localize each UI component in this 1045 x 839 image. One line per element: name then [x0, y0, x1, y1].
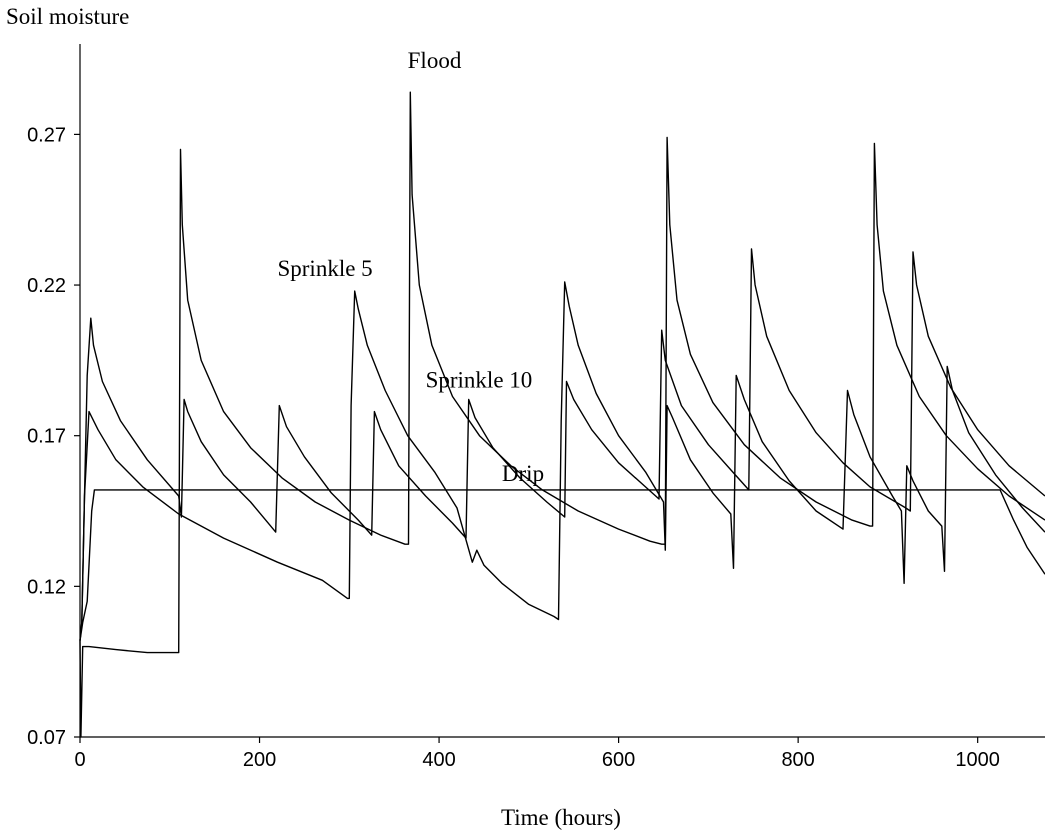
series-line-drip	[79, 489, 1045, 641]
series-line-sprinkle-5	[79, 248, 1045, 641]
y-tick-label: 0.27	[27, 124, 66, 146]
series-line-sprinkle-10	[79, 281, 1045, 641]
x-tick-label: 600	[602, 749, 635, 771]
label-sprinkle-10: Sprinkle 10	[426, 367, 533, 392]
x-tick-label: 0	[74, 749, 85, 771]
x-tick-label: 800	[781, 749, 814, 771]
y-tick-label: 0.07	[27, 727, 66, 749]
x-tick-label: 200	[243, 749, 276, 771]
axis-ticks: 0 200 400 600 800 1000 0.07 0.12 0.17 0.22 0.27	[27, 124, 1000, 771]
series-labels: Flood Sprinkle 5 Sprinkle 10 Drip	[277, 48, 544, 486]
label-sprinkle-5: Sprinkle 5	[277, 256, 372, 281]
x-axis-label: Time (hours)	[501, 805, 621, 830]
y-tick-label: 0.12	[27, 576, 66, 598]
y-axis-label: Soil moisture	[6, 4, 129, 29]
series-line-flood	[79, 91, 1045, 738]
label-drip: Drip	[502, 461, 544, 486]
x-tick-label: 400	[422, 749, 455, 771]
data-series	[79, 91, 1045, 738]
y-tick-label: 0.22	[27, 275, 66, 297]
label-flood: Flood	[408, 48, 462, 73]
y-tick-label: 0.17	[27, 426, 66, 448]
x-tick-label: 1000	[955, 749, 1000, 771]
